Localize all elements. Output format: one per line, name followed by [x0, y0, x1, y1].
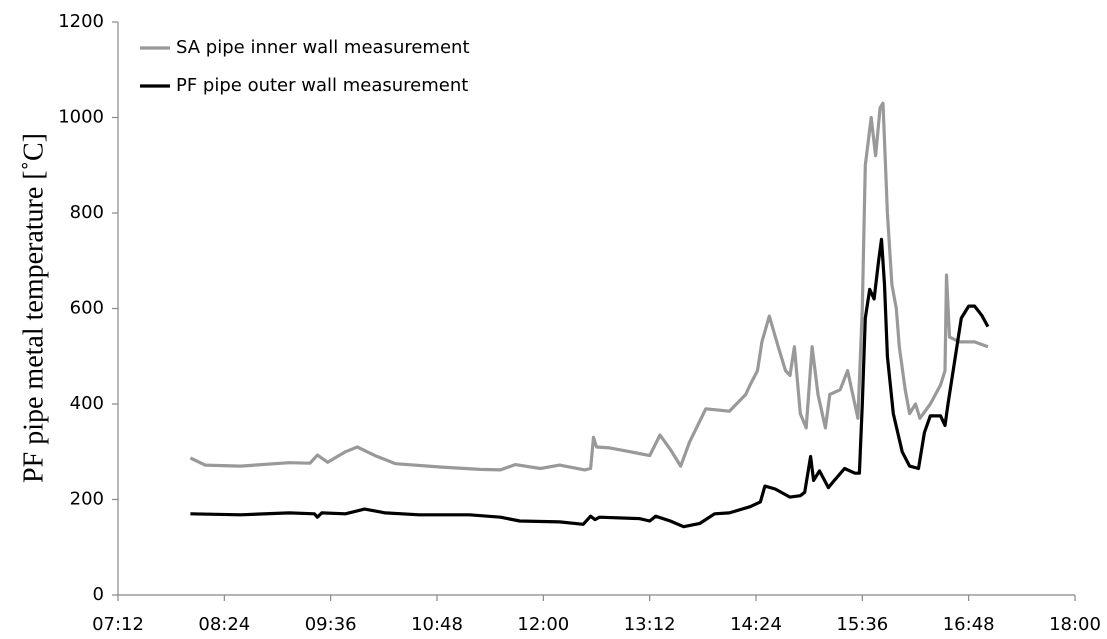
- x-tick-label: 12:00: [517, 614, 569, 635]
- x-tick-label: 07:12: [92, 614, 144, 635]
- x-tick-label: 14:24: [730, 614, 782, 635]
- legend-label: PF pipe outer wall measurement: [176, 75, 468, 96]
- x-tick-label: 09:36: [305, 614, 357, 635]
- y-tick-label: 0: [93, 584, 104, 605]
- x-tick-label: 16:48: [943, 614, 995, 635]
- data-line: [190, 237, 990, 529]
- y-tick-label: 600: [70, 298, 104, 319]
- legend-label: SA pipe inner wall measurement: [176, 37, 470, 58]
- x-tick-label: 18:00: [1049, 614, 1101, 635]
- y-tick-label: 400: [70, 393, 104, 414]
- y-tick-label: 1000: [58, 107, 104, 128]
- data-line: [189, 101, 989, 472]
- y-axis-label: PF pipe metal temperature [˚C]: [18, 133, 49, 483]
- y-tick-label: 800: [70, 202, 104, 223]
- x-tick-label: 08:24: [198, 614, 250, 635]
- y-tick-label: 1200: [58, 11, 104, 32]
- x-tick-label: 13:12: [624, 614, 676, 635]
- x-tick-label: 15:36: [836, 614, 888, 635]
- x-tick-label: 10:48: [411, 614, 463, 635]
- y-tick-label: 200: [70, 489, 104, 510]
